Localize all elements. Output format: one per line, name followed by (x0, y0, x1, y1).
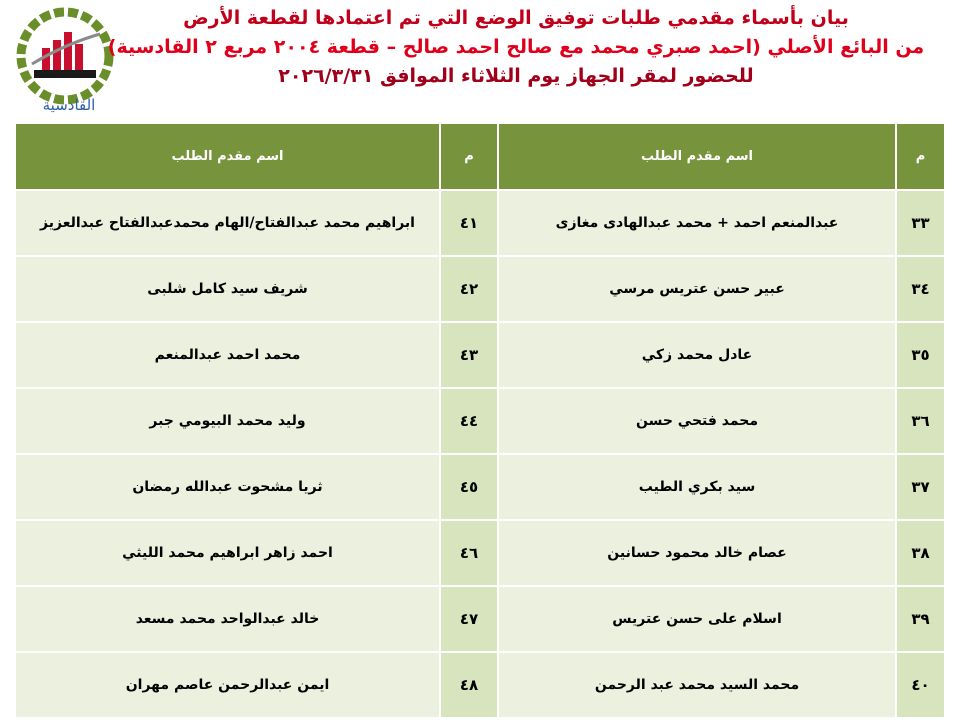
row-number: ٣٨ (895, 519, 946, 587)
table-row: ٣٧ سيد بكري الطيب ٤٥ ثريا مشحوت عبدالله رمض… (14, 453, 946, 521)
table-row: ٣٩ اسلام على حسن عتريس ٤٧ خالد عبدالواحد مح… (14, 585, 946, 653)
applicant-name: عبدالمنعم احمد + محمد عبدالهادى مغازى (497, 189, 897, 257)
header: بيان بأسماء مقدمي طلبات توفيق الوضع التي… (96, 4, 936, 91)
applicant-name: خالد عبدالواحد محمد مسعد (14, 585, 441, 653)
applicant-name: محمد فتحي حسن (497, 387, 897, 455)
table-body: ٣٣ عبدالمنعم احمد + محمد عبدالهادى مغازى ٤… (14, 189, 946, 719)
column-header: م (439, 122, 499, 191)
row-number: ٣٩ (895, 585, 946, 653)
column-header: م (895, 122, 946, 191)
row-number: ٤٥ (439, 453, 499, 521)
applicant-name: محمد احمد عبدالمنعم (14, 321, 441, 389)
title-line: من البائع الأصلي (احمد صبري محمد مع صالح… (107, 36, 925, 58)
title-line: بيان بأسماء مقدمي طلبات توفيق الوضع التي… (183, 7, 849, 29)
applicant-name: ثريا مشحوت عبدالله رمضان (14, 453, 441, 521)
applicant-name: عبير حسن عتريس مرسي (497, 255, 897, 323)
row-number: ٣٦ (895, 387, 946, 455)
row-number: ٣٧ (895, 453, 946, 521)
row-number: ٤٤ (439, 387, 499, 455)
applicant-name: شريف سيد كامل شلبى (14, 255, 441, 323)
row-number: ٣٣ (895, 189, 946, 257)
applicants-table: م اسم مقدم الطلب م اسم مقدم الطلب ٣٣ عبدالمن… (14, 122, 946, 719)
row-number: ٣٥ (895, 321, 946, 389)
applicant-name: محمد السيد محمد عبد الرحمن (497, 651, 897, 719)
table-row: ٣٦ محمد فتحي حسن ٤٤ وليد محمد البيومي جبر (14, 387, 946, 455)
row-number: ٤٨ (439, 651, 499, 719)
logo-label: القادسية (42, 96, 96, 114)
table-row: ٤٠ محمد السيد محمد عبد الرحمن ٤٨ ايمن عبدال… (14, 651, 946, 719)
applicant-name: ايمن عبدالرحمن عاصم مهران (14, 651, 441, 719)
row-number: ٤٢ (439, 255, 499, 323)
row-number: ٤٧ (439, 585, 499, 653)
row-number: ٤٣ (439, 321, 499, 389)
row-number: ٤٠ (895, 651, 946, 719)
column-header: اسم مقدم الطلب (497, 122, 897, 191)
column-header: اسم مقدم الطلب (14, 122, 441, 191)
applicant-name: سيد بكري الطيب (497, 453, 897, 521)
table-row: ٣٥ عادل محمد زكي ٤٣ محمد احمد عبدالمنعم (14, 321, 946, 389)
applicant-name: وليد محمد البيومي جبر (14, 387, 441, 455)
applicant-name: ابراهيم محمد عبدالفتاح/الهام محمدعبدالفت… (14, 189, 441, 257)
table-row: ٣٣ عبدالمنعم احمد + محمد عبدالهادى مغازى ٤… (14, 189, 946, 257)
applicant-name: عصام خالد محمود حسانين (497, 519, 897, 587)
row-number: ٤١ (439, 189, 499, 257)
logo (16, 7, 114, 105)
applicant-name: عادل محمد زكي (497, 321, 897, 389)
row-number: ٤٦ (439, 519, 499, 587)
header-row: م اسم مقدم الطلب م اسم مقدم الطلب (14, 122, 946, 191)
row-number: ٣٤ (895, 255, 946, 323)
table-row: ٣٤ عبير حسن عتريس مرسي ٤٢ شريف سيد كامل شلب… (14, 255, 946, 323)
table-row: ٣٨ عصام خالد محمود حسانين ٤٦ احمد زاهر ابرا… (14, 519, 946, 587)
applicant-name: احمد زاهر ابراهيم محمد الليثي (14, 519, 441, 587)
title-line: للحضور لمقر الجهاز يوم الثلاثاء الموافق … (278, 65, 754, 87)
applicant-name: اسلام على حسن عتريس (497, 585, 897, 653)
